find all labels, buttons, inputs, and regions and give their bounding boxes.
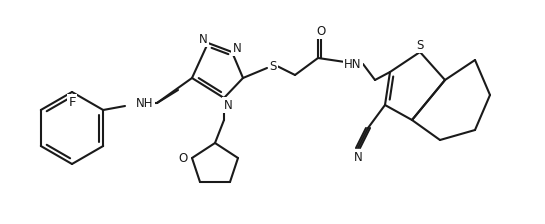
- Text: N: N: [354, 151, 362, 164]
- Text: O: O: [178, 151, 187, 164]
- Text: N: N: [198, 32, 208, 45]
- Text: HN: HN: [344, 58, 362, 71]
- Text: NH: NH: [136, 97, 154, 110]
- Text: F: F: [68, 95, 76, 108]
- Text: N: N: [223, 99, 232, 112]
- Text: N: N: [233, 41, 241, 54]
- Text: S: S: [416, 39, 423, 52]
- Text: O: O: [317, 24, 325, 37]
- Text: S: S: [269, 60, 277, 73]
